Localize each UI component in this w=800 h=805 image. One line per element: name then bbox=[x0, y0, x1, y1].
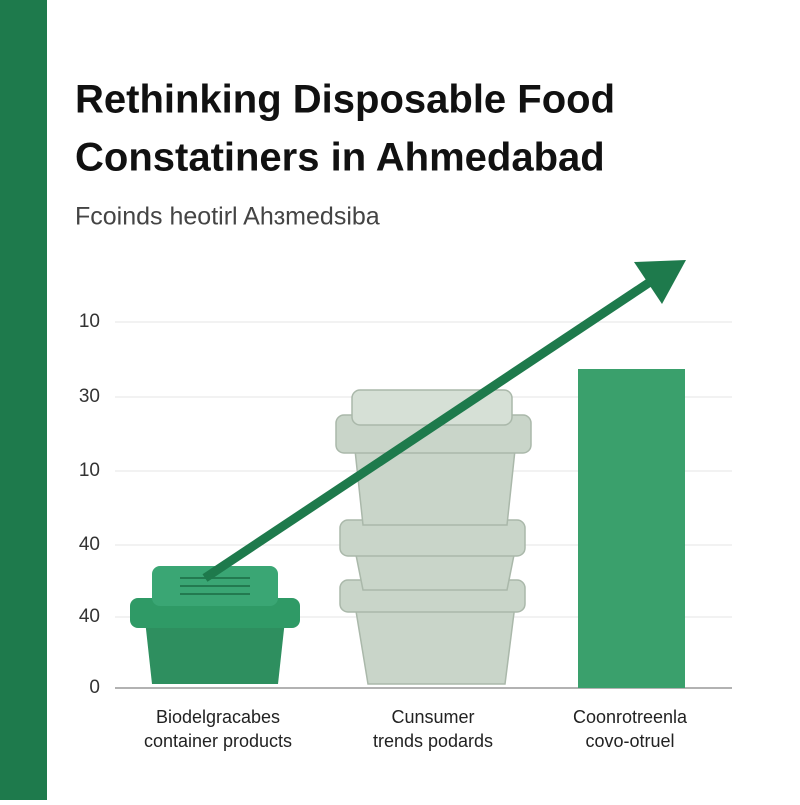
y-axis-label: 10 bbox=[79, 311, 100, 332]
category-label: container products bbox=[144, 731, 292, 751]
category-label: Coonrotreenla bbox=[573, 707, 688, 727]
title-line: Rethinking Disposable Food bbox=[75, 78, 615, 122]
y-axis-label: 0 bbox=[89, 677, 100, 698]
category-label: Biodelgracabes bbox=[156, 707, 280, 727]
side-stripe bbox=[0, 0, 47, 800]
y-axis-label: 30 bbox=[79, 386, 100, 407]
category-label: covo-otruel bbox=[585, 731, 674, 751]
category-label: Cunsumer bbox=[391, 707, 474, 727]
subtitle: Fcoinds heotirl Ahɜmedsiba bbox=[75, 203, 380, 231]
labels: 10 30 10 40 40 0 Biodelgracabes container produ… bbox=[79, 311, 688, 751]
y-axis-label: 40 bbox=[79, 534, 100, 555]
title-line: Constatiners in Ahmedabad bbox=[75, 136, 605, 180]
green-bar bbox=[578, 369, 685, 688]
trend-arrow bbox=[202, 260, 686, 582]
green-container bbox=[130, 566, 300, 684]
category-label: trends podards bbox=[373, 731, 493, 751]
y-axis-label: 40 bbox=[79, 606, 100, 627]
y-axis-label: 10 bbox=[79, 460, 100, 481]
gray-container-stack bbox=[335, 389, 532, 685]
